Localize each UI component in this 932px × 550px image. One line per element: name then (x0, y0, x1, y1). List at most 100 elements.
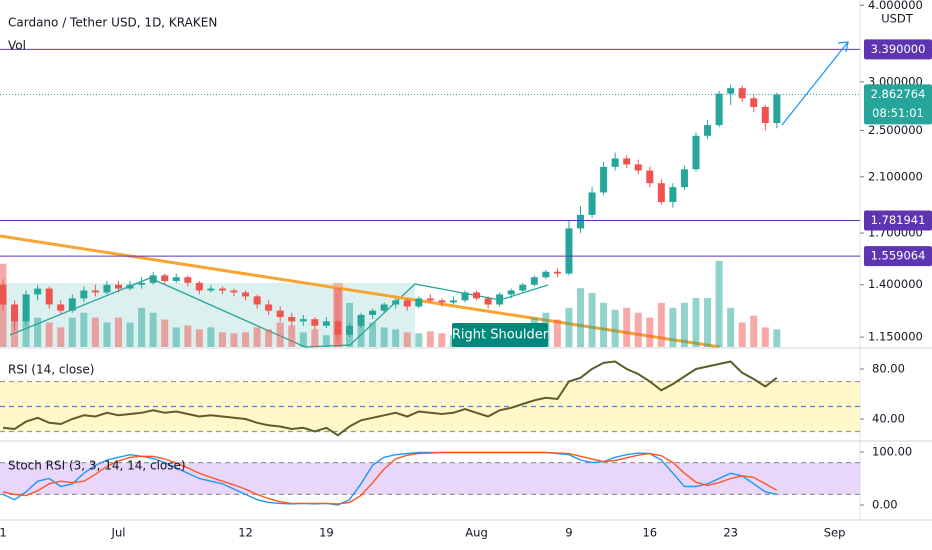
candle-body (542, 271, 550, 278)
volume-bar (403, 332, 411, 347)
candle-body (692, 135, 700, 170)
x-tick-label: 9 (565, 526, 572, 540)
volume-bar (68, 317, 76, 347)
volume-bar (704, 298, 712, 347)
candle-body (588, 192, 596, 215)
rsi-title: RSI (14, close) (8, 363, 94, 377)
candle-body (126, 284, 134, 289)
candle-body (68, 298, 76, 311)
volume-bar (265, 329, 273, 347)
indicator-line (2, 360, 778, 437)
band-fill (0, 462, 860, 495)
candle-body (727, 88, 735, 94)
volume-bar (311, 329, 319, 347)
volume-bar (426, 331, 434, 347)
candle-body (680, 169, 688, 188)
level-label: 3.390000 (871, 42, 926, 56)
candle-body (91, 290, 99, 293)
candle-body (345, 325, 353, 335)
candle-body (230, 290, 238, 293)
volume-bar (242, 332, 250, 347)
candle-body (288, 317, 296, 322)
volume-bar (57, 327, 65, 347)
candle-body (553, 271, 561, 274)
candle-body (484, 298, 492, 305)
volume-bar (91, 317, 99, 347)
candle-body (115, 284, 123, 289)
y-tick-label: 1.400000 (868, 277, 923, 291)
candle-body (704, 125, 712, 136)
y-tick-label: 40.00 (872, 412, 905, 426)
candle-body (149, 275, 157, 283)
y-tick-label: 0.00 (872, 498, 898, 512)
x-tick-label: Sep (824, 526, 846, 540)
candle-body (646, 170, 654, 184)
candle-body (299, 319, 307, 322)
candle-body (80, 290, 88, 299)
volume-bar (103, 322, 111, 347)
volume-bar (380, 327, 388, 347)
indicator-line (2, 451, 778, 505)
candle-body (669, 187, 677, 203)
candle-body (57, 304, 65, 311)
volume-bar (218, 332, 226, 347)
volume-bar (553, 319, 561, 347)
volume-bar (334, 288, 342, 347)
volume-bar (207, 327, 215, 347)
candle-body (322, 321, 330, 326)
candle-body (242, 292, 250, 297)
volume-bar (369, 322, 377, 347)
y-tick-label: 4.000000 (868, 0, 923, 12)
y-tick-label: 80.00 (872, 362, 905, 376)
projection-arrow (781, 41, 849, 126)
candle-body (403, 300, 411, 307)
x-tick-label: 1 (0, 526, 7, 540)
candle-body (623, 158, 631, 165)
annotation: Right Shoulder (452, 328, 549, 343)
volume-bar (230, 333, 238, 347)
y-tick-label: 1.150000 (868, 330, 923, 344)
level-label-box (864, 39, 932, 60)
volume-bar (657, 302, 665, 347)
candle-body (11, 304, 19, 322)
candle-body (369, 310, 377, 315)
candle-body (507, 290, 515, 295)
candle-body (276, 310, 284, 318)
candle-body (253, 296, 261, 305)
x-tick-label: Jul (111, 526, 126, 540)
volume-bar (634, 312, 642, 347)
volume-bar (565, 307, 573, 347)
candle-body (657, 183, 665, 203)
candle-body (218, 288, 226, 291)
volume-bar (727, 307, 735, 347)
candle-body (519, 284, 527, 291)
volume-bar (195, 329, 203, 347)
volume-bar (738, 322, 746, 347)
volume-bar (322, 335, 330, 347)
candle-body (750, 98, 758, 107)
volume-bar (680, 302, 688, 347)
candle-body (103, 284, 111, 293)
level-label: 1.781941 (871, 213, 926, 227)
volume-bar (161, 319, 169, 347)
level-label: 1.559064 (871, 249, 926, 263)
x-tick-label: Aug (465, 526, 487, 540)
candle-body (449, 300, 457, 303)
candle-body (265, 304, 273, 311)
volume-bar (600, 302, 608, 347)
volume-bar (415, 333, 423, 347)
volume-bar (623, 307, 631, 347)
arrow-head (837, 41, 849, 53)
last-price-label: 2.862764 (871, 87, 926, 101)
candle-body (334, 321, 342, 335)
countdown: 08:51:01 (872, 106, 924, 120)
volume-bar (34, 317, 42, 347)
volume-bar (646, 317, 654, 347)
volume-bar (80, 312, 88, 347)
volume-bar (149, 312, 157, 347)
candle-body (565, 228, 573, 274)
trend-line (0, 234, 721, 349)
candle-body (461, 292, 469, 301)
band-fill (0, 381, 860, 432)
